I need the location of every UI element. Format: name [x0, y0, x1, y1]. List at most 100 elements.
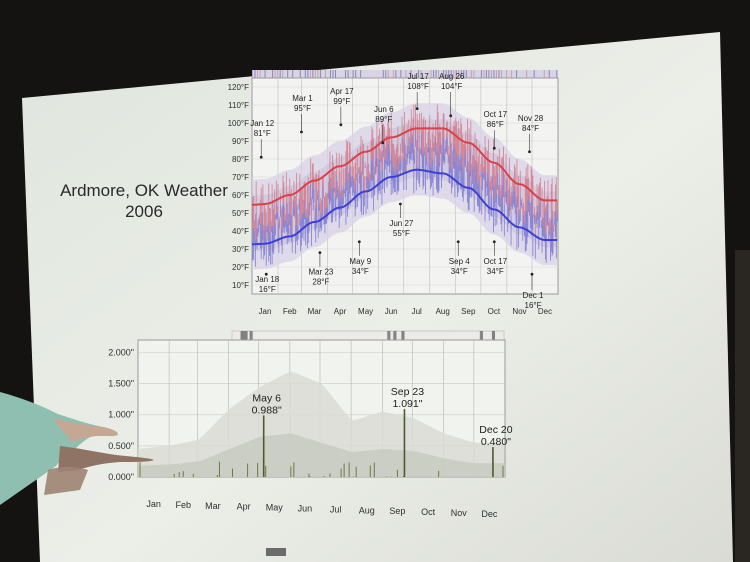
- precip-strip-mark: [240, 331, 242, 340]
- temp-strip-mark: [312, 70, 314, 78]
- precip-strip-mark: [389, 331, 391, 340]
- temp-strip-mark: [254, 70, 256, 78]
- temp-y-tick-label: 10°F: [232, 281, 249, 290]
- temp-annotation-point: [528, 150, 531, 154]
- temp-strip-mark: [400, 70, 402, 78]
- temp-strip-mark: [382, 70, 384, 78]
- temp-annotation: Jun 689°F: [374, 105, 394, 145]
- temp-strip-mark: [395, 70, 397, 78]
- precip-annotation: Sep 231.091": [391, 386, 424, 477]
- temp-x-tick-label: Jul: [412, 307, 422, 316]
- temp-chart-top-strip: [252, 70, 558, 78]
- precip-annotation-value: 1.091": [392, 398, 422, 410]
- temp-strip-mark: [309, 70, 311, 78]
- precip-y-tick-label: 1.500": [108, 379, 134, 389]
- temp-annotation-date: Dec 1: [523, 291, 544, 300]
- temp-strip-mark: [279, 70, 281, 78]
- temp-strip-mark: [329, 70, 331, 78]
- temp-x-tick-label: Apr: [334, 307, 347, 316]
- temp-strip-mark: [272, 70, 274, 78]
- precip-x-tick-label: Feb: [175, 500, 191, 510]
- temp-x-tick-label: Feb: [283, 307, 297, 316]
- temp-annotation-value: 108°F: [407, 82, 429, 91]
- precip-strip-mark: [480, 331, 482, 340]
- temp-annotation-date: Jun 6: [374, 105, 394, 114]
- temp-strip-mark: [470, 70, 472, 78]
- temp-strip-mark: [543, 70, 545, 78]
- temp-strip-mark: [287, 70, 289, 78]
- presenter-hand: [0, 392, 154, 505]
- temp-x-tick-label: May: [358, 307, 373, 316]
- temp-annotation-date: Nov 28: [518, 114, 544, 123]
- temp-annotation-value: 86°F: [487, 120, 504, 129]
- temp-annotation-date: Oct 17: [483, 110, 507, 119]
- temp-strip-mark: [483, 70, 485, 78]
- temp-annotation: Mar 195°F: [292, 94, 313, 134]
- precip-x-tick-label: Aug: [359, 505, 375, 515]
- temp-x-tick-label: Nov: [512, 307, 526, 316]
- temp-annotation-value: 16°F: [525, 301, 542, 310]
- temp-x-tick-label: Oct: [488, 307, 501, 316]
- temp-annotation: Dec 116°F: [523, 272, 544, 310]
- temp-x-tick-label: Sep: [461, 307, 476, 316]
- temp-strip-mark: [405, 70, 407, 78]
- temp-strip-mark: [455, 70, 457, 78]
- precip-annotation-date: May 6: [252, 392, 281, 404]
- temp-strip-mark: [420, 70, 422, 78]
- temp-strip-mark: [317, 70, 319, 78]
- precip-x-tick-label: Apr: [237, 502, 251, 512]
- temp-normal-low-line: [252, 168, 558, 246]
- precip-strip-mark: [493, 331, 495, 340]
- temp-x-tick-label: Mar: [308, 307, 322, 316]
- precip-y-tick-label: 0.500": [108, 441, 134, 451]
- temp-strip-mark: [347, 70, 349, 78]
- temp-strip-mark: [433, 70, 435, 78]
- precip-x-tick-label: Sep: [389, 506, 405, 516]
- temp-strip-mark: [430, 70, 432, 78]
- temp-y-tick-label: 100°F: [228, 119, 250, 128]
- temp-annotation-value: 81°F: [254, 129, 271, 138]
- temp-strip-mark: [352, 70, 354, 78]
- temp-strip-mark: [453, 70, 455, 78]
- temp-annotation-value: 34°F: [352, 267, 369, 276]
- temp-strip-mark: [473, 70, 475, 78]
- precip-strip-mark: [479, 331, 481, 340]
- slide-title-line2: 2006: [125, 202, 163, 221]
- temp-annotation-value: 55°F: [393, 229, 410, 238]
- temp-annotation-date: May 9: [349, 257, 371, 266]
- temp-strip-mark: [490, 70, 492, 78]
- temp-strip-mark: [282, 70, 284, 78]
- temp-annotation-date: Jan 18: [255, 275, 280, 284]
- precip-strip-mark: [251, 331, 253, 340]
- temp-y-tick-label: 90°F: [232, 137, 249, 146]
- temp-strip-mark: [334, 70, 336, 78]
- precip-y-tick-label: 2.000": [108, 347, 134, 357]
- precip-x-tick-label: Jul: [330, 504, 342, 514]
- temp-strip-mark: [304, 70, 306, 78]
- temp-strip-mark: [360, 70, 362, 78]
- precip-annotation-value: 0.480": [481, 436, 511, 448]
- temp-annotation-date: Sep 4: [449, 257, 470, 266]
- temp-annotation-date: Jan 12: [250, 119, 275, 128]
- precip-strip-mark: [395, 331, 397, 340]
- temp-strip-mark: [392, 70, 394, 78]
- precip-strip-mark: [250, 331, 252, 340]
- temp-annotation-value: 95°F: [294, 104, 311, 113]
- precip-strip-mark: [492, 331, 494, 340]
- temp-strip-mark: [292, 70, 294, 78]
- temp-strip-mark: [448, 70, 450, 78]
- temp-strip-mark: [485, 70, 487, 78]
- temp-normal-high-line: [252, 127, 558, 206]
- temp-strip-mark: [511, 70, 513, 78]
- precip-annotation: May 60.988": [252, 392, 282, 477]
- temp-strip-mark: [264, 70, 266, 78]
- temp-annotation-value: 16°F: [259, 285, 276, 294]
- temp-strip-mark: [443, 70, 445, 78]
- temp-strip-mark: [465, 70, 467, 78]
- temp-strip-mark: [274, 70, 276, 78]
